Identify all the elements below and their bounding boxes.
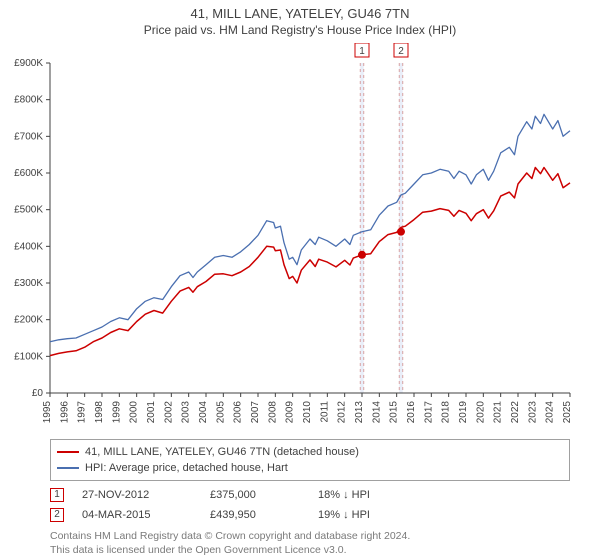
footer-line-2: This data is licensed under the Open Gov… xyxy=(50,543,570,557)
sale-pct: 18% ↓ HPI xyxy=(318,489,418,501)
sale-badge: 1 xyxy=(50,488,64,502)
svg-text:1999: 1999 xyxy=(111,401,122,424)
sale-date: 04-MAR-2015 xyxy=(82,509,192,521)
svg-text:2004: 2004 xyxy=(198,401,209,424)
svg-text:£700K: £700K xyxy=(14,131,43,142)
svg-text:2021: 2021 xyxy=(493,401,504,424)
title-line-1: 41, MILL LANE, YATELEY, GU46 7TN xyxy=(0,0,600,21)
svg-text:2007: 2007 xyxy=(250,401,261,424)
svg-text:1998: 1998 xyxy=(94,401,105,424)
sale-date: 27-NOV-2012 xyxy=(82,489,192,501)
svg-text:2019: 2019 xyxy=(458,401,469,424)
svg-text:2000: 2000 xyxy=(129,401,140,424)
svg-text:2002: 2002 xyxy=(163,401,174,424)
svg-text:1: 1 xyxy=(359,46,365,57)
svg-text:2024: 2024 xyxy=(545,401,556,424)
line-chart: £0 £100K £200K £300K £400K £500K £600K £700K £80… xyxy=(0,43,600,433)
footer-line-1: Contains HM Land Registry data © Crown c… xyxy=(50,529,570,543)
svg-text:2001: 2001 xyxy=(146,401,157,424)
sales-table: 1 27-NOV-2012 £375,000 18% ↓ HPI 2 04-MAR-201… xyxy=(50,485,570,525)
svg-text:1996: 1996 xyxy=(59,401,70,424)
sale-row: 1 27-NOV-2012 £375,000 18% ↓ HPI xyxy=(50,485,570,505)
legend-swatch xyxy=(57,467,79,469)
svg-text:2022: 2022 xyxy=(510,401,521,424)
svg-text:1995: 1995 xyxy=(42,401,53,424)
svg-text:£500K: £500K xyxy=(14,205,43,216)
svg-text:2003: 2003 xyxy=(181,401,192,424)
legend-swatch xyxy=(57,451,79,453)
svg-text:£900K: £900K xyxy=(14,58,43,69)
sale-pct: 19% ↓ HPI xyxy=(318,509,418,521)
chart-container: 41, MILL LANE, YATELEY, GU46 7TN Price p… xyxy=(0,0,600,560)
svg-text:2005: 2005 xyxy=(215,401,226,424)
svg-text:2016: 2016 xyxy=(406,401,417,424)
svg-text:£300K: £300K xyxy=(14,278,43,289)
svg-text:£200K: £200K xyxy=(14,315,43,326)
svg-text:2014: 2014 xyxy=(371,401,382,424)
svg-text:2008: 2008 xyxy=(267,401,278,424)
svg-text:£800K: £800K xyxy=(14,95,43,106)
svg-text:2010: 2010 xyxy=(302,401,313,424)
sale-price: £375,000 xyxy=(210,489,300,501)
svg-text:2: 2 xyxy=(398,46,404,57)
sale-row: 2 04-MAR-2015 £439,950 19% ↓ HPI xyxy=(50,505,570,525)
svg-text:2009: 2009 xyxy=(285,401,296,424)
svg-text:2006: 2006 xyxy=(233,401,244,424)
svg-text:£400K: £400K xyxy=(14,241,43,252)
legend: 41, MILL LANE, YATELEY, GU46 7TN (detach… xyxy=(50,439,570,481)
svg-text:£100K: £100K xyxy=(14,351,43,362)
svg-text:1997: 1997 xyxy=(77,401,88,424)
svg-text:2023: 2023 xyxy=(527,401,538,424)
svg-text:£600K: £600K xyxy=(14,168,43,179)
svg-text:2012: 2012 xyxy=(337,401,348,424)
legend-row: 41, MILL LANE, YATELEY, GU46 7TN (detach… xyxy=(57,444,563,460)
svg-text:2011: 2011 xyxy=(319,401,330,423)
svg-text:£0: £0 xyxy=(32,388,44,399)
svg-text:2015: 2015 xyxy=(389,401,400,424)
sale-price: £439,950 xyxy=(210,509,300,521)
svg-text:2018: 2018 xyxy=(441,401,452,424)
svg-text:2013: 2013 xyxy=(354,401,365,424)
footer: Contains HM Land Registry data © Crown c… xyxy=(50,529,570,557)
legend-label: 41, MILL LANE, YATELEY, GU46 7TN (detach… xyxy=(85,446,359,458)
svg-text:2025: 2025 xyxy=(562,401,573,424)
title-line-2: Price paid vs. HM Land Registry's House … xyxy=(0,21,600,43)
svg-text:2017: 2017 xyxy=(423,401,434,424)
svg-text:2020: 2020 xyxy=(475,401,486,424)
legend-row: HPI: Average price, detached house, Hart xyxy=(57,460,563,476)
legend-label: HPI: Average price, detached house, Hart xyxy=(85,462,288,474)
sale-badge: 2 xyxy=(50,508,64,522)
chart-area: £0 £100K £200K £300K £400K £500K £600K £700K £80… xyxy=(0,43,600,433)
